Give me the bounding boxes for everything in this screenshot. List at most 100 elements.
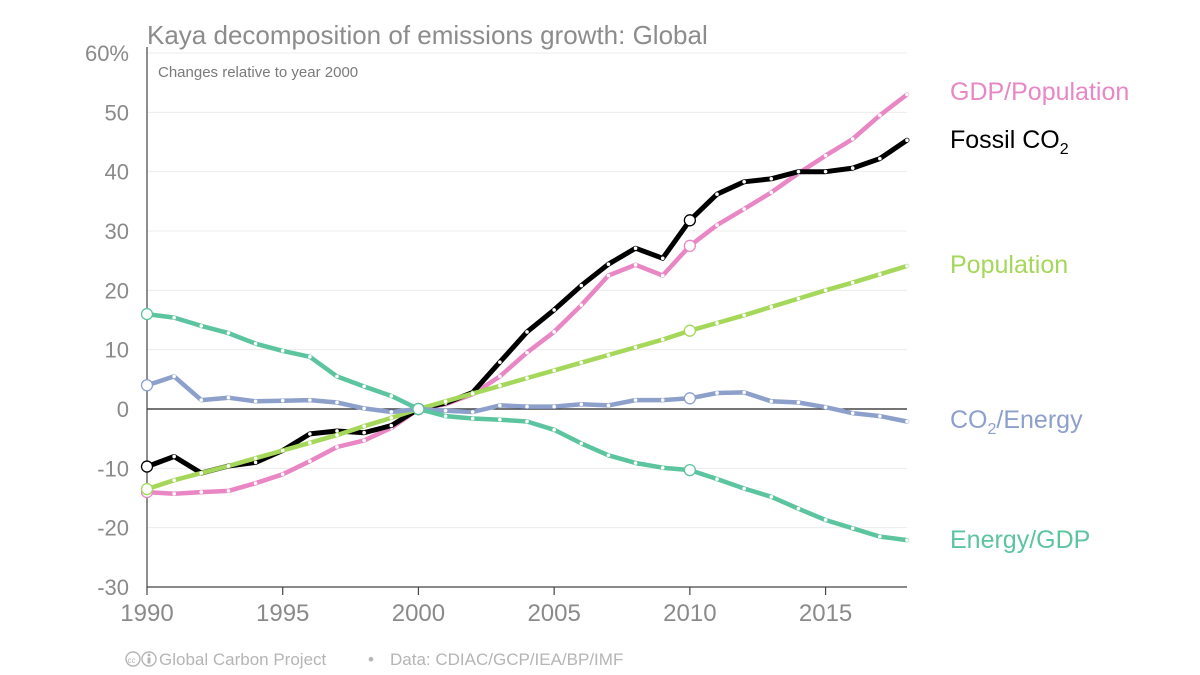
data-point [172,478,176,483]
data-point [850,137,855,141]
data-point [498,417,502,422]
series-label: Fossil CO2 [950,126,1069,158]
series-label: CO2/Energy [950,406,1083,438]
data-point [172,454,176,459]
x-tick-label: 2005 [527,600,580,627]
data-point [308,459,312,464]
data-point [606,273,611,278]
data-point [362,406,366,411]
x-tick-label: 2015 [799,600,852,627]
y-tick-label: 10 [105,338,129,363]
svg-text:cc: cc [128,656,136,665]
data-point [683,392,697,405]
data-point [140,460,154,473]
data-point [308,441,312,445]
data-point [579,283,584,288]
data-point [878,414,882,418]
data-point [253,456,258,461]
data-point [660,398,665,402]
data-point [633,345,638,350]
x-tick-label: 1995 [256,600,309,627]
data-point [172,315,176,320]
series-label: GDP/Population [950,78,1129,106]
data-point [823,518,828,522]
data-point [552,404,556,409]
data-point [905,138,909,143]
data-point [525,330,529,334]
data-point [199,398,204,402]
x-tick-label: 2000 [392,600,445,627]
data-point [552,330,556,334]
data-point [715,192,719,197]
series-line [144,92,910,497]
data-point [253,481,258,485]
y-axis-ticks: 60% 50 40 30 20 10 0 -10 -20 -30 [85,41,129,600]
data-point [335,374,339,379]
data-point [470,410,475,414]
data-point [140,482,154,496]
data-point [552,368,556,373]
data-point [796,506,801,511]
data-point [742,207,746,211]
data-point [742,179,746,184]
data-point [742,313,746,318]
data-point [226,395,231,400]
data-point [683,239,697,252]
data-point [308,354,312,359]
data-point [389,394,394,398]
data-point [606,353,611,357]
data-point [579,402,584,407]
data-point [226,489,231,493]
data-point [362,424,366,429]
data-point [172,492,176,496]
data-point [253,399,258,404]
data-point [715,321,719,325]
data-point [660,273,665,278]
data-point [253,341,258,346]
data-point [742,486,746,491]
y-tick-label: -30 [97,575,129,600]
x-axis-ticks: 1990 1995 2000 2005 2010 2015 [120,587,852,627]
data-point [140,307,154,321]
series-lines [140,92,910,543]
data-point [796,296,801,301]
series-gdp-population [140,92,910,499]
data-point [850,526,855,531]
chart-title: Kaya decomposition of emissions growth: … [147,20,708,50]
data-point [253,460,258,465]
footer-source: Global Carbon Project [159,650,327,669]
data-point [683,324,697,337]
data-point [335,400,339,405]
data-point [579,441,584,446]
y-tick-label: 60% [85,41,129,66]
data-point [140,379,154,392]
series-line [144,311,910,543]
data-point [660,256,665,261]
data-point [715,391,719,395]
series-energy-gdp [140,307,910,543]
x-tick-label: 2010 [663,600,716,627]
y-tick-label: 0 [117,397,129,422]
data-point [579,360,584,365]
data-point [905,92,909,97]
data-point [606,262,611,267]
data-point [389,416,394,420]
data-point [498,360,502,364]
data-point [823,153,828,158]
data-point [362,438,366,443]
data-point [335,433,339,437]
y-tick-label: 20 [105,278,129,303]
data-point [443,399,448,404]
data-point [470,416,475,421]
data-point [308,432,312,436]
series-population [140,263,910,496]
chart-subtitle: Changes relative to year 2000 [158,64,358,81]
data-point [905,264,909,268]
series-labels: GDP/Population Fossil CO2 Population CO2/En… [950,78,1129,554]
series-co [140,374,910,424]
footer: cc Global Carbon Project • Data: CDIAC/G… [125,650,623,669]
data-point [498,403,502,408]
cc-license-icon: cc [125,651,141,667]
data-point [905,538,909,542]
